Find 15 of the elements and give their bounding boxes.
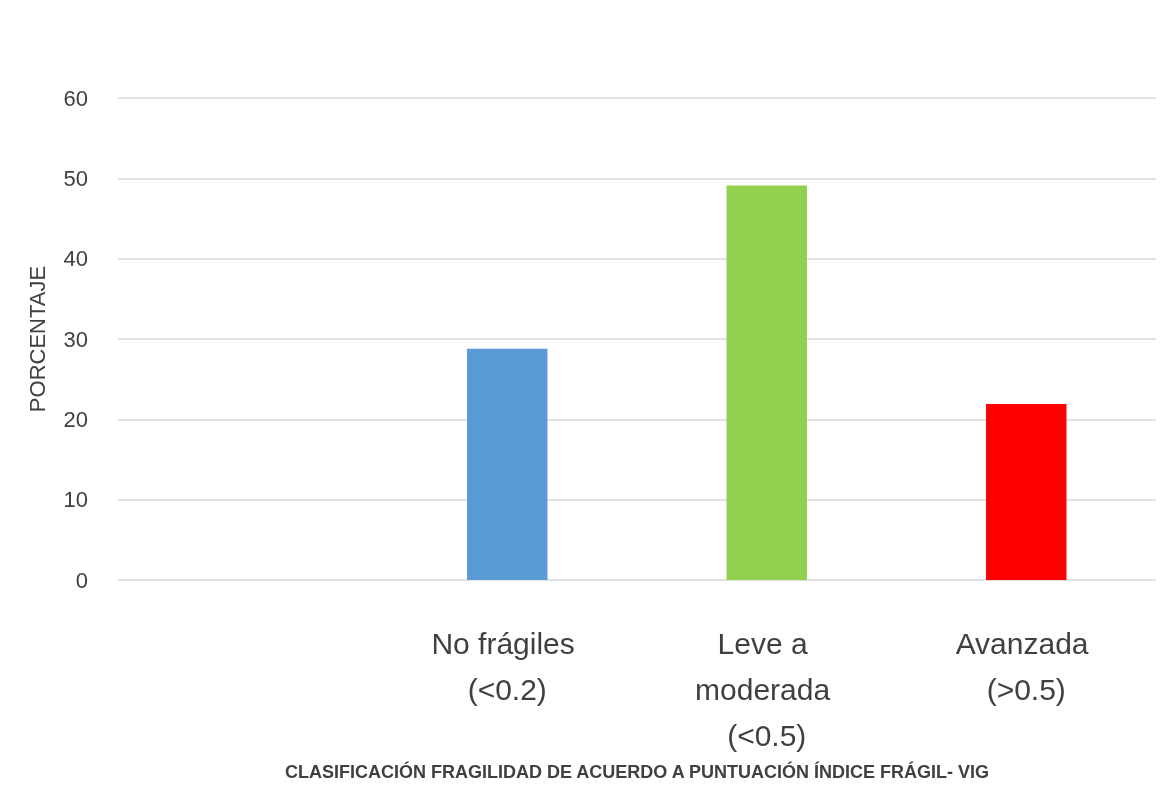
x-tick-label: Avanzada (>0.5) — [955, 626, 1097, 706]
bar — [467, 348, 548, 580]
bar — [986, 404, 1067, 580]
bar — [726, 185, 807, 580]
y-tick-label: 20 — [63, 406, 88, 432]
x-tick-label: No frágiles (<0.2) — [431, 626, 584, 706]
y-tick-label: 40 — [63, 246, 88, 272]
y-tick-label: 0 — [75, 567, 88, 593]
x-tick-label: Leve a moderada (<0.5) — [695, 626, 839, 752]
y-tick-label: 30 — [63, 326, 88, 352]
y-axis-title: PORCENTAJE — [24, 265, 50, 413]
y-tick-label: 60 — [63, 85, 88, 111]
y-tick-label: 10 — [63, 487, 88, 513]
y-tick-label: 50 — [63, 165, 88, 191]
x-axis-title: CLASIFICACIÓN FRAGILIDAD DE ACUERDO A PUNTUACIÓN ÍNDICE FRÁGIL- VIG — [285, 760, 989, 782]
